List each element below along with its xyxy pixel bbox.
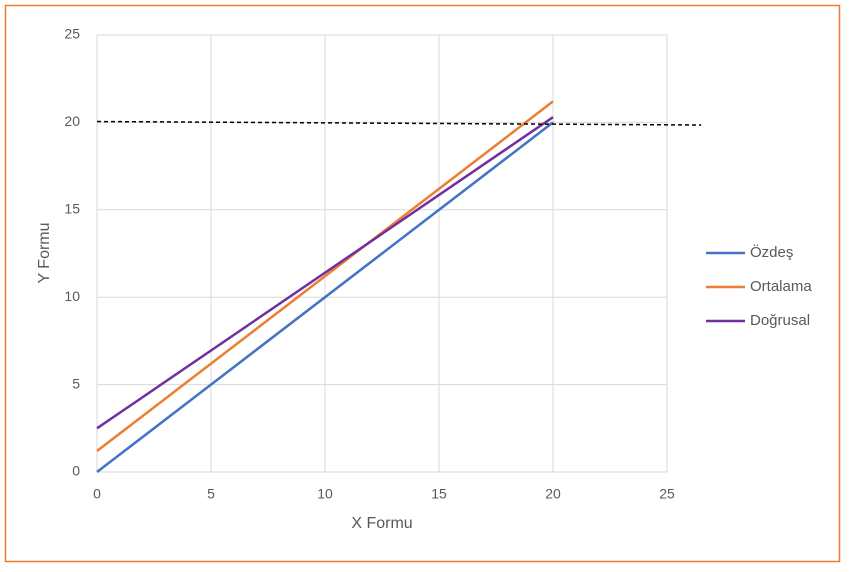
y-tick-label: 10 bbox=[64, 288, 80, 304]
legend-label: Doğrusal bbox=[750, 312, 810, 329]
series-line bbox=[96, 116, 554, 430]
series-line bbox=[96, 100, 554, 453]
y-tick-label: 0 bbox=[72, 463, 80, 479]
y-tick-label: 25 bbox=[64, 26, 80, 42]
x-tick-label: 5 bbox=[207, 486, 215, 502]
y-tick-label: 20 bbox=[64, 113, 80, 129]
x-axis-title: X Formu bbox=[351, 515, 412, 532]
legend-label: Ortalama bbox=[750, 278, 812, 295]
x-tick-label: 0 bbox=[93, 486, 101, 502]
chart-frame bbox=[4, 4, 841, 563]
x-tick-label: 15 bbox=[431, 486, 447, 502]
x-tick-label: 10 bbox=[317, 486, 333, 502]
y-tick-label: 5 bbox=[72, 375, 80, 391]
y-axis-title: Y Formu bbox=[36, 222, 53, 283]
x-tick-label: 25 bbox=[659, 486, 675, 502]
reference-line bbox=[96, 120, 702, 126]
legend-label: Özdeş bbox=[750, 243, 793, 261]
x-tick-label: 20 bbox=[545, 486, 561, 502]
series-line bbox=[96, 121, 554, 473]
y-tick-label: 15 bbox=[64, 201, 80, 217]
